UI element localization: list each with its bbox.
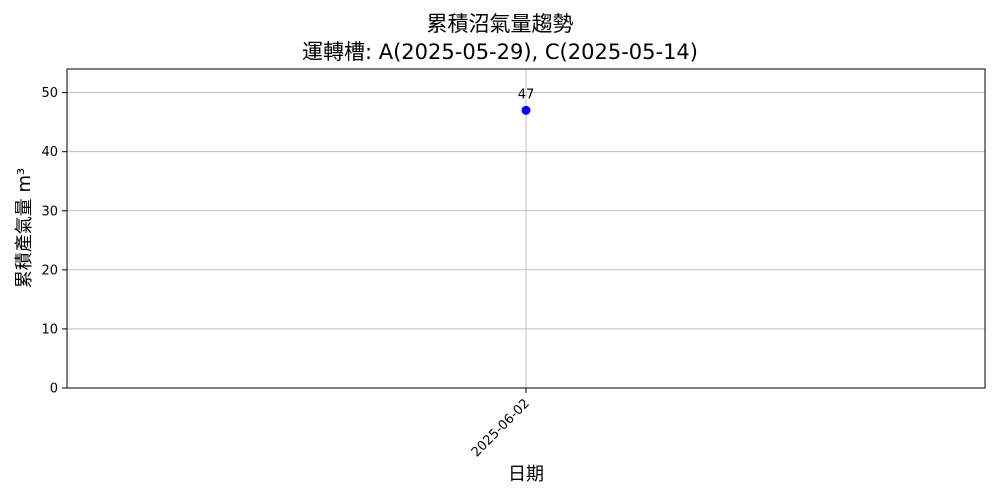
y-tick-label: 0 [50,382,58,397]
data-label: 47 [518,87,535,102]
x-axis-label: 日期 [508,464,544,485]
chart-subtitle: 運轉槽: A(2025-05-29), C(2025-05-14) [302,40,698,64]
grid [67,69,985,389]
y-tick-label: 50 [41,86,58,101]
y-tick-label: 40 [41,145,58,160]
y-tick-label: 30 [41,204,58,219]
y-axis-label: 累積產氣量 m³ [14,168,35,288]
data-points: 47 [518,87,535,115]
data-point [521,105,531,115]
chart-title: 累積沼氣量趨勢 [426,12,574,36]
x-tick-label: 2025-06-02 [469,396,533,460]
x-axis: 2025-06-02 [469,388,533,460]
y-axis: 0 10 20 30 40 50 [41,86,67,397]
y-tick-label: 20 [41,263,58,278]
y-tick-label: 10 [41,322,58,337]
